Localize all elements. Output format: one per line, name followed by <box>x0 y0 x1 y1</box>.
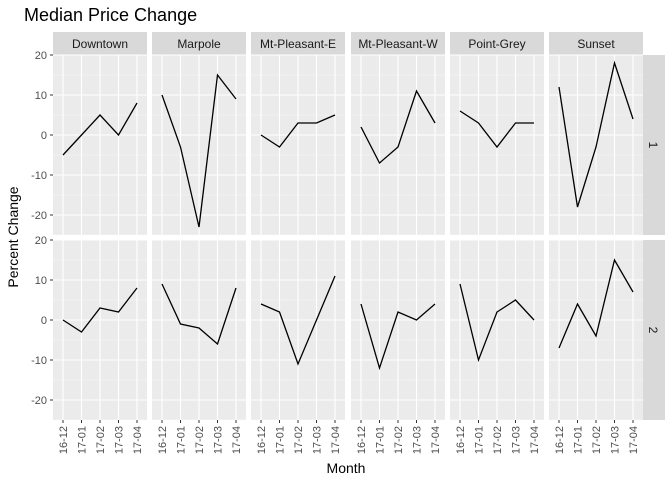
series-line <box>260 275 336 366</box>
facet-panel <box>152 239 246 421</box>
y-tick-label: 0 <box>41 315 47 327</box>
y-tick-label: 10 <box>35 90 47 102</box>
column-strip-label: Mt-Pleasant-E <box>260 37 336 51</box>
facet-panel <box>351 239 445 421</box>
y-tick-label: -20 <box>31 395 47 407</box>
row-strip <box>641 55 665 235</box>
series-line <box>558 258 634 349</box>
facet-panel <box>53 239 147 421</box>
x-tick-label: 17-02 <box>194 426 206 454</box>
row-strip-label: 1 <box>646 142 660 149</box>
series-line <box>459 110 534 149</box>
x-tick-label: 17-04 <box>132 426 144 454</box>
x-tick-label: 17-04 <box>330 426 342 454</box>
column-strip <box>251 32 345 55</box>
x-tick-label: 17-03 <box>213 426 225 454</box>
x-tick-label: 16-12 <box>554 426 566 454</box>
y-tick-label: -10 <box>31 170 47 182</box>
x-tick-label: 16-12 <box>356 426 368 454</box>
y-tick-label: 20 <box>35 235 47 247</box>
series-line <box>360 89 436 165</box>
y-axis-label: Percent Change <box>5 186 21 287</box>
series-line <box>260 114 336 148</box>
facet-panel <box>549 239 643 421</box>
x-tick-label: 17-03 <box>511 426 523 454</box>
series-line <box>161 283 237 346</box>
row-strip <box>641 240 665 420</box>
column-strip-label: Downtown <box>72 37 128 51</box>
column-strip <box>152 32 246 55</box>
x-tick-label: 16-12 <box>157 426 169 454</box>
series-line <box>360 303 436 371</box>
x-tick-label: 17-04 <box>430 426 442 454</box>
facet-panel <box>251 239 345 421</box>
x-tick-label: 17-04 <box>529 426 541 454</box>
column-strip-label: Mt-Pleasant-W <box>358 37 438 51</box>
row-strip-label: 2 <box>646 327 660 334</box>
x-tick-label: 17-01 <box>176 426 188 454</box>
y-tick-label: -10 <box>31 355 47 367</box>
x-tick-label: 17-02 <box>492 426 504 454</box>
y-tick-label: 10 <box>35 275 47 287</box>
column-strip-label: Marpole <box>177 37 221 51</box>
y-tick-label: 20 <box>35 50 47 62</box>
chart-title: Median Price Change <box>24 5 197 25</box>
column-strip-label: Sunset <box>577 37 615 51</box>
x-tick-label: 17-02 <box>95 426 107 454</box>
facet-panel <box>53 54 147 236</box>
facet-panel <box>450 54 544 236</box>
x-tick-label: 17-02 <box>393 426 405 454</box>
x-tick-label: 17-01 <box>573 426 585 454</box>
x-tick-label: 17-03 <box>114 426 126 454</box>
x-tick-label: 17-04 <box>231 426 243 454</box>
x-axis-label: Month <box>327 460 366 476</box>
x-tick-label: 17-04 <box>628 426 640 454</box>
facet-panels: Downtown Marpole Mt-Pleasant-E Mt-Pleasant-… <box>31 32 665 454</box>
series-line <box>62 102 138 156</box>
facet-panel <box>549 54 643 236</box>
facet-panel <box>152 54 246 236</box>
x-tick-label: 17-01 <box>275 426 287 454</box>
series-line <box>459 283 535 363</box>
x-tick-label: 17-03 <box>610 426 622 454</box>
facet-panel <box>450 239 544 421</box>
x-tick-label: 17-02 <box>293 426 305 454</box>
x-tick-label: 16-12 <box>58 426 70 454</box>
x-tick-label: 17-03 <box>312 426 324 454</box>
x-tick-label: 17-02 <box>591 426 603 454</box>
column-strip-label: Point-Grey <box>468 37 525 51</box>
column-strip <box>549 32 643 55</box>
x-tick-label: 17-01 <box>375 426 387 454</box>
series-line <box>62 287 138 333</box>
x-tick-label: 17-03 <box>412 426 424 454</box>
column-strip <box>53 32 147 55</box>
x-tick-label: 17-01 <box>77 426 89 454</box>
column-strip <box>450 32 544 55</box>
x-tick-label: 17-01 <box>474 426 486 454</box>
y-tick-label: 0 <box>41 130 47 142</box>
y-tick-label: -20 <box>31 210 47 222</box>
x-tick-label: 16-12 <box>455 426 467 454</box>
series-line <box>558 60 634 208</box>
column-strip <box>351 32 445 55</box>
facet-panel <box>251 54 345 236</box>
series-line <box>161 73 237 228</box>
x-tick-label: 16-12 <box>256 426 268 454</box>
facet-panel <box>351 54 445 236</box>
